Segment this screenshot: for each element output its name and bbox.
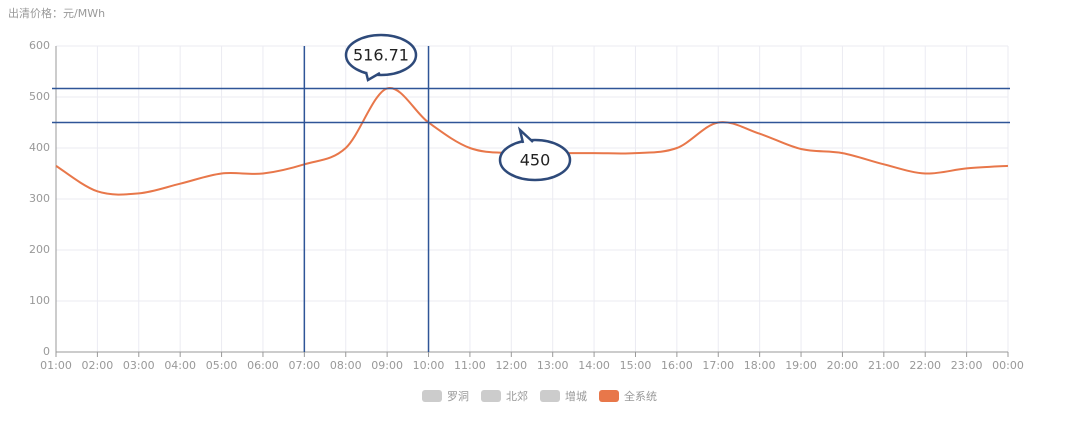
y-tick-label: 400 <box>29 141 50 154</box>
legend-label: 北郊 <box>506 390 528 403</box>
callout-text: 516.71 <box>353 46 409 65</box>
x-tick-label: 22:00 <box>909 359 941 372</box>
x-tick-label: 04:00 <box>164 359 196 372</box>
x-tick-label: 06:00 <box>247 359 279 372</box>
y-tick-label: 300 <box>29 192 50 205</box>
x-tick-label: 05:00 <box>206 359 238 372</box>
x-tick-label: 17:00 <box>702 359 734 372</box>
x-tick-label: 07:00 <box>288 359 320 372</box>
legend-swatch <box>540 390 560 402</box>
y-tick-label: 0 <box>43 345 50 358</box>
x-tick-label: 15:00 <box>620 359 652 372</box>
x-tick-label: 18:00 <box>744 359 776 372</box>
x-tick-label: 21:00 <box>868 359 900 372</box>
x-tick-label: 01:00 <box>40 359 72 372</box>
x-tick-label: 02:00 <box>82 359 114 372</box>
callout-bubble <box>498 138 572 182</box>
callout-tail <box>517 126 534 144</box>
x-tick-label: 20:00 <box>827 359 859 372</box>
y-tick-label: 600 <box>29 39 50 52</box>
y-tick-label: 200 <box>29 243 50 256</box>
callout-text: 450 <box>520 151 551 170</box>
x-tick-label: 16:00 <box>661 359 693 372</box>
x-tick-label: 11:00 <box>454 359 486 372</box>
x-tick-label: 09:00 <box>371 359 403 372</box>
legend-swatch <box>422 390 442 402</box>
legend-swatch <box>599 390 619 402</box>
legend-swatch <box>481 390 501 402</box>
x-tick-label: 13:00 <box>537 359 569 372</box>
y-tick-label: 100 <box>29 294 50 307</box>
y-tick-label: 500 <box>29 90 50 103</box>
legend-label: 全系统 <box>624 389 657 403</box>
x-tick-label: 10:00 <box>413 359 445 372</box>
y-axis-label: 出清价格：元/MWh <box>8 6 105 20</box>
legend-label: 罗洞 <box>447 390 469 403</box>
callout-tail <box>364 71 381 82</box>
x-tick-label: 14:00 <box>578 359 610 372</box>
x-tick-label: 12:00 <box>495 359 527 372</box>
legend-label: 增城 <box>565 389 587 403</box>
x-tick-label: 23:00 <box>951 359 983 372</box>
x-tick-label: 03:00 <box>123 359 155 372</box>
callout-bubble <box>344 33 418 77</box>
x-tick-label: 00:00 <box>992 359 1024 372</box>
x-tick-label: 19:00 <box>785 359 817 372</box>
x-tick-label: 08:00 <box>330 359 362 372</box>
